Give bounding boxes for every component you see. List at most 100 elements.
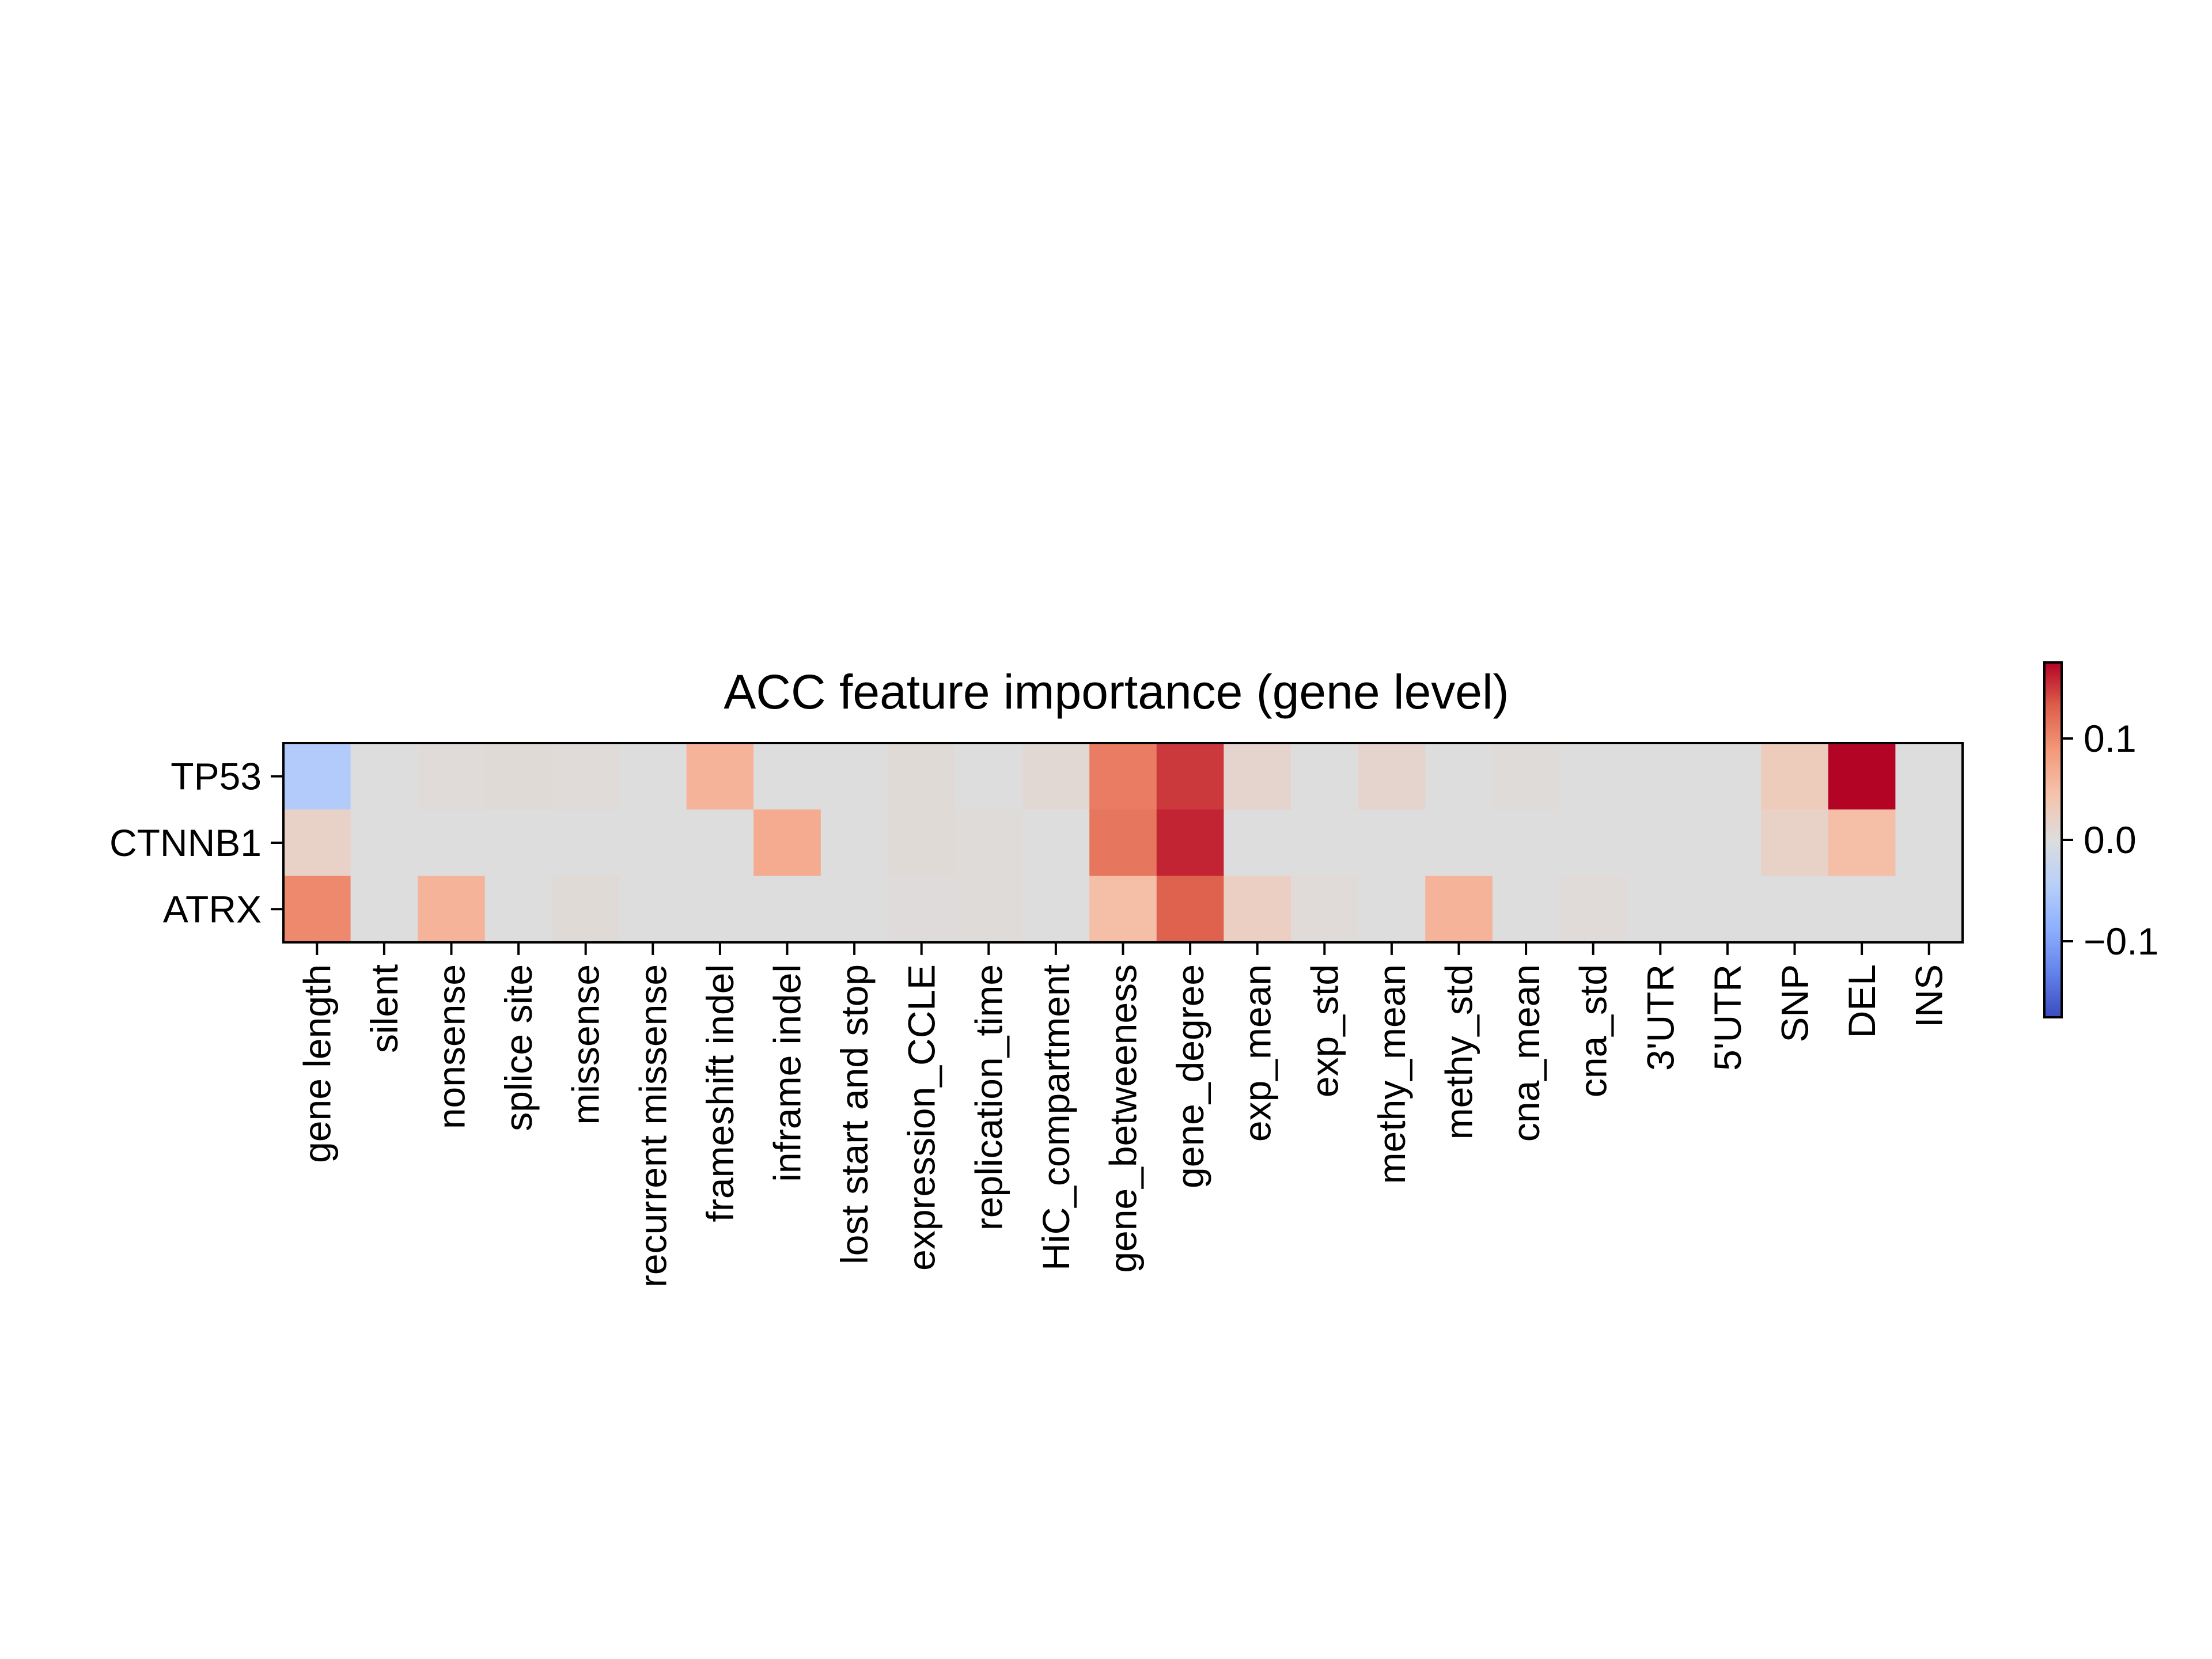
colorbar-tick-label: −0.1 [2084, 920, 2158, 963]
x-tick-label: gene length [296, 964, 338, 1163]
heatmap-cell [1828, 809, 1896, 877]
heatmap-cell [1559, 743, 1627, 810]
heatmap-cell [753, 876, 821, 943]
heatmap-cell [1224, 809, 1291, 877]
x-tick-label: recurrent missense [631, 964, 674, 1287]
y-axis-ticks: TP53 CTNNB1 ATRX [109, 755, 283, 930]
heatmap-cell [955, 743, 1023, 810]
heatmap-cell [552, 876, 620, 943]
colorbar-tick-label: 0.0 [2084, 819, 2137, 861]
heatmap-cell [820, 876, 888, 943]
x-tick-label: silent [363, 964, 406, 1053]
y-tick-label: TP53 [171, 755, 262, 798]
heatmap-cell [552, 809, 620, 877]
heatmap-cell [1828, 876, 1896, 943]
heatmap-cell [1156, 809, 1224, 877]
heatmap-cell [1089, 809, 1157, 877]
heatmap-cell [686, 876, 754, 943]
heatmap-cell [283, 743, 351, 810]
x-tick-label: gene_degree [1169, 964, 1211, 1188]
heatmap-cells [283, 743, 1963, 943]
heatmap-cell [484, 743, 552, 810]
heatmap-cell [484, 809, 552, 877]
heatmap-cell [283, 809, 351, 877]
x-tick-label: DEL [1840, 964, 1883, 1038]
x-tick-label: SNP [1774, 964, 1816, 1043]
heatmap-cell [1627, 809, 1695, 877]
heatmap-cell [418, 809, 486, 877]
x-tick-label: expression_CCLE [900, 964, 943, 1271]
heatmap-cell [619, 876, 687, 943]
x-tick-label: frameshift indel [699, 964, 741, 1222]
heatmap-cell [753, 809, 821, 877]
x-tick-label: methy_std [1438, 964, 1480, 1139]
heatmap-cell [1156, 743, 1224, 810]
x-axis-ticks: gene length silent nonsense splice site miss… [296, 942, 1950, 1287]
x-tick-label: INS [1908, 964, 1950, 1028]
heatmap-cell [350, 743, 418, 810]
heatmap-cell [1291, 809, 1359, 877]
colorbar-tick-label: 0.1 [2084, 717, 2137, 760]
heatmap-cell [820, 809, 888, 877]
heatmap-cell [418, 743, 486, 810]
x-tick-label: splice site [497, 964, 540, 1131]
heatmap-cell [1895, 743, 1963, 810]
heatmap-cell [484, 876, 552, 943]
heatmap-cell [1694, 809, 1762, 877]
heatmap-cell [820, 743, 888, 810]
heatmap-cell [1492, 809, 1560, 877]
heatmap-cell [1358, 876, 1426, 943]
x-tick-label: missense [565, 964, 607, 1125]
heatmap-cell [1694, 876, 1762, 943]
heatmap-cell [418, 876, 486, 943]
heatmap-cell [1425, 876, 1493, 943]
heatmap-cell [1022, 876, 1090, 943]
heatmap-cell [1761, 876, 1829, 943]
x-tick-label: exp_mean [1236, 964, 1279, 1142]
heatmap-cell [1425, 743, 1493, 810]
heatmap-cell [1559, 876, 1627, 943]
x-tick-label: cna_std [1572, 964, 1615, 1097]
heatmap-cell [552, 743, 620, 810]
heatmap-cell [1895, 809, 1963, 877]
heatmap-cell [1492, 876, 1560, 943]
x-tick-label: methy_mean [1370, 964, 1413, 1184]
heatmap-cell [1492, 743, 1560, 810]
heatmap-cell [350, 809, 418, 877]
x-tick-label: replication_time [967, 964, 1010, 1230]
heatmap-cell [753, 743, 821, 810]
heatmap-cell [1627, 876, 1695, 943]
heatmap-cell [1358, 809, 1426, 877]
heatmap-cell [686, 743, 754, 810]
x-tick-label: exp_std [1303, 964, 1346, 1097]
heatmap-cell [1291, 743, 1359, 810]
x-tick-label: HiC_compartment [1035, 964, 1077, 1271]
heatmap-cell [888, 743, 956, 810]
heatmap-cell [1895, 876, 1963, 943]
chart-title: ACC feature importance (gene level) [724, 665, 1509, 719]
heatmap-cell [1022, 743, 1090, 810]
x-tick-label: nonsense [430, 964, 473, 1129]
x-tick-label: inframe indel [766, 964, 809, 1182]
heatmap-cell [1224, 743, 1291, 810]
colorbar: 0.1 0.0 −0.1 [2043, 661, 2158, 1018]
heatmap-cell [1627, 743, 1695, 810]
x-tick-label: lost start and stop [833, 964, 876, 1264]
y-tick-label: ATRX [163, 888, 262, 930]
heatmap-cell [1694, 743, 1762, 810]
heatmap-cell [1559, 809, 1627, 877]
heatmap-cell [888, 876, 956, 943]
heatmap-cell [1761, 809, 1829, 877]
heatmap-cell [619, 809, 687, 877]
y-tick-label: CTNNB1 [109, 821, 262, 864]
heatmap-cell [955, 809, 1023, 877]
heatmap-cell [619, 743, 687, 810]
heatmap-cell [283, 876, 351, 943]
colorbar-gradient [2043, 661, 2063, 1018]
heatmap-cell [1089, 876, 1157, 943]
x-tick-label: cna_mean [1505, 964, 1547, 1142]
heatmap-cell [955, 876, 1023, 943]
heatmap-cell [1224, 876, 1291, 943]
heatmap-cell [686, 809, 754, 877]
